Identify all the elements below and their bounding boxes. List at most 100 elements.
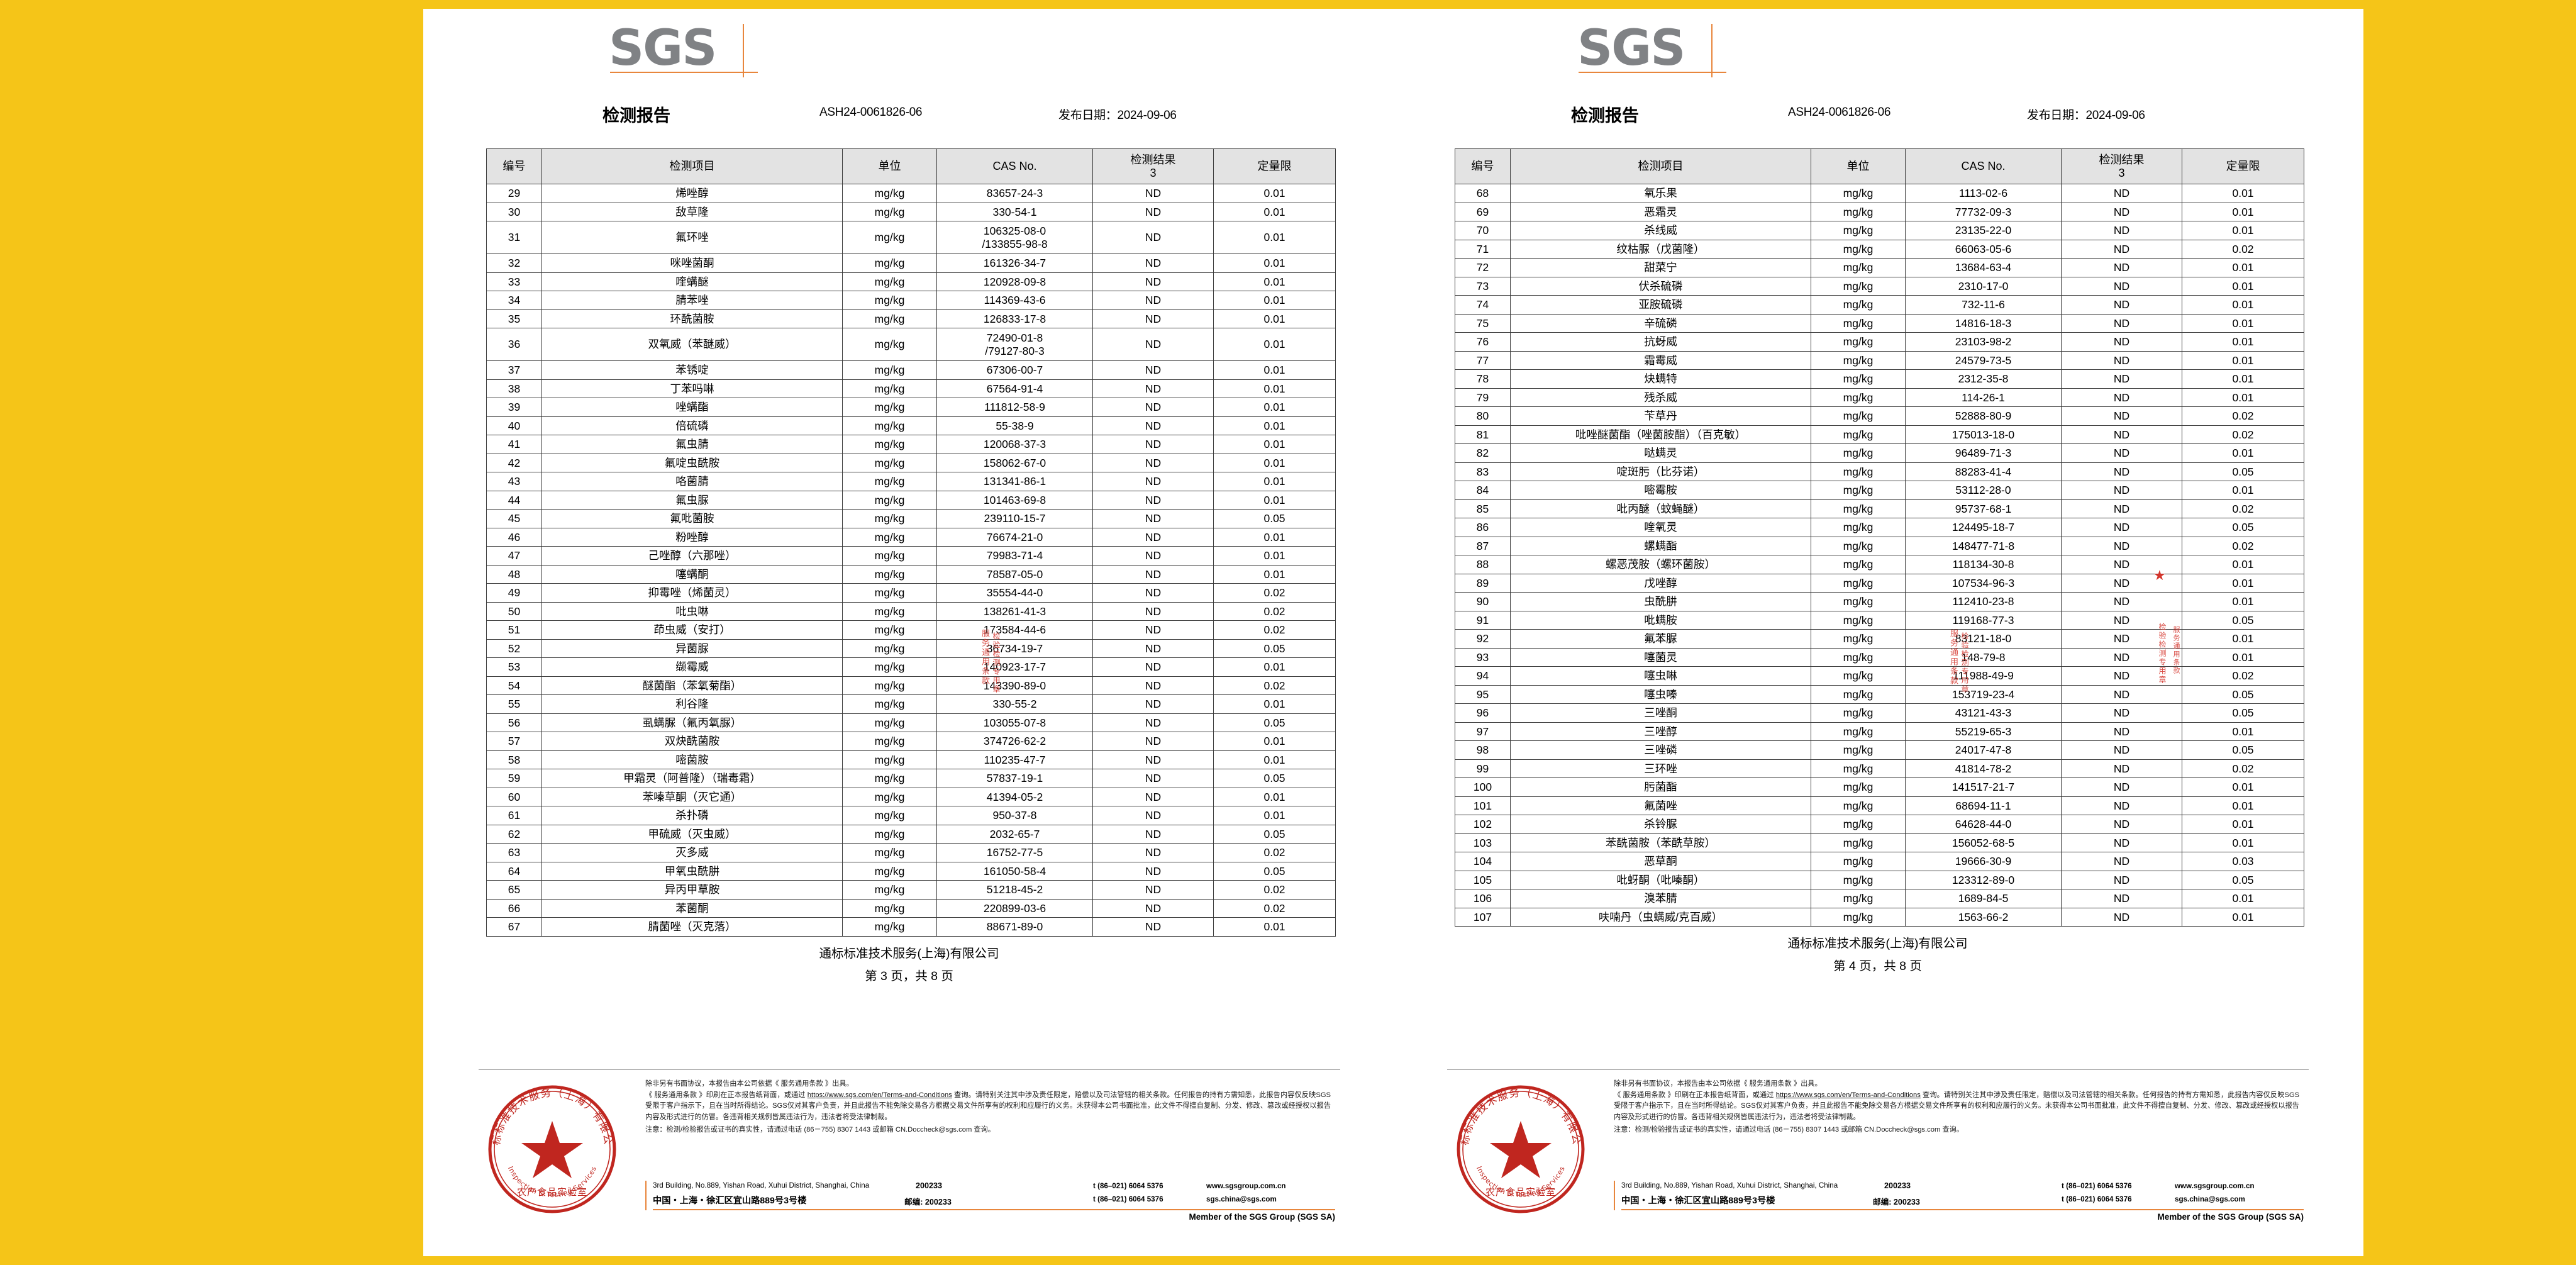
cell-limit: 0.01 [2182,258,2304,277]
cell-limit: 0.01 [1213,360,1336,380]
address-tel-en: t (86–021) 6064 5376 [1093,1182,1163,1190]
cell-item: 三唑酮 [1510,703,1811,723]
cell-limit: 0.01 [2182,796,2304,815]
cell-item: 三环唑 [1510,759,1811,778]
table-row: 31 氟环唑 mg/kg 106325-08-0/133855-98-8 ND 0.01 [486,221,1336,254]
cell-cas: 55-38-9 [936,416,1093,435]
cell-unit: mg/kg [842,787,937,806]
legal-line-2: 《 服务通用条款 》印刷在正本报告纸背面，或通过 https://www.sgs… [645,1090,1331,1123]
table-row: 75 辛硫磷 mg/kg 14816-18-3 ND 0.01 [1455,313,2304,333]
cell-unit: mg/kg [1811,889,1906,908]
cell-item: 恶霜灵 [1510,202,1811,221]
cell-cas: 124495-18-7 [1905,518,2062,537]
table-row: 100 肟菌酯 mg/kg 141517-21-7 ND 0.01 [1455,777,2304,797]
cell-limit: 0.05 [1213,861,1336,881]
cell-limit: 0.01 [1213,527,1336,547]
cell-item: 抗蚜威 [1510,332,1811,352]
cell-result: ND [1092,806,1214,825]
legal-text: 除非另有书面协议，本报告由本公司依据《 服务通用条款 》出具。 《 服务通用条款… [645,1079,1331,1136]
cell-unit: mg/kg [1811,481,1906,500]
cell-result: ND [2061,350,2182,370]
cell-item: 甲霜灵（阿普隆）（瑞毒霜） [541,769,843,788]
cell-limit: 0.01 [1213,379,1336,398]
page-footer-block: 通标标准技术服务(上海)有限公司 第 4 页，共 8 页 [1392,933,2363,974]
cell-item: 螺螨酯 [1510,536,1811,555]
footer-company: 通标标准技术服务(上海)有限公司 [1787,937,1968,950]
cell-unit: mg/kg [842,713,937,732]
cell-unit: mg/kg [842,202,937,221]
table-row: 57 双炔酰菌胺 mg/kg 374726-62-2 ND 0.01 [486,732,1336,751]
cell-cas: 43121-43-3 [1905,703,2062,723]
cell-unit: mg/kg [1811,332,1906,352]
cell-result: ND [2061,387,2182,407]
address-tel-en: t (86–021) 6064 5376 [2062,1182,2132,1190]
address-website[interactable]: www.sgsgroup.com.cn [2175,1182,2255,1190]
cell-no: 79 [1455,387,1511,407]
table-row: 96 三唑酮 mg/kg 43121-43-3 ND 0.05 [1455,703,2304,723]
cell-result: ND [1092,509,1214,528]
watermark-star-icon: ★ [2153,567,2166,583]
table-row: 53 缬霉威 mg/kg 140923-17-7 ND 0.01 [486,657,1336,677]
cell-result: ND [2061,369,2182,389]
cell-limit: 0.01 [1213,453,1336,472]
cell-limit: 0.01 [1213,787,1336,806]
cell-cas: 106325-08-0/133855-98-8 [936,221,1093,254]
cell-limit: 0.02 [2182,499,2304,518]
table-row: 104 恶草酮 mg/kg 19666-30-9 ND 0.03 [1455,852,2304,871]
terms-link[interactable]: https://www.sgs.com/en/Terms-and-Conditi… [807,1091,952,1099]
cell-no: 82 [1455,443,1511,463]
table-body: 68 氧乐果 mg/kg 1113-02-6 ND 0.01 69 恶霜灵 mg/kg 77732… [1455,184,2304,927]
address-email[interactable]: sgs.china@sgs.com [2175,1195,2245,1203]
table-row: 94 噻虫啉 mg/kg 111988-49-9 ND 0.02 [1455,666,2304,686]
cell-limit: 0.03 [2182,852,2304,871]
cell-no: 87 [1455,536,1511,555]
page-title: 检测报告 [602,106,670,126]
terms-link[interactable]: https://www.sgs.com/en/Terms-and-Conditi… [1775,1091,1921,1099]
legal-line-2-b: 查询。请特别关注其中涉及责任限定，赔偿以及司法管辖的相关条款。任何报告的持有方需… [1614,1091,2299,1121]
cell-result: ND [1092,564,1214,584]
cell-no: 63 [486,843,542,862]
cell-unit: mg/kg [1811,852,1906,871]
cell-no: 71 [1455,239,1511,259]
watermark-mid-a: 服务通用条款 [1948,629,1958,686]
table-row: 89 戊唑醇 mg/kg 107534-96-3 ND 0.01 [1455,573,2304,593]
table-row: 33 喹螨醚 mg/kg 120928-09-8 ND 0.01 [486,272,1336,291]
cell-limit: 0.01 [2182,443,2304,463]
cell-no: 40 [486,416,542,435]
address-email[interactable]: sgs.china@sgs.com [1206,1195,1277,1203]
cell-item: 灭多威 [541,843,843,862]
cell-unit: mg/kg [1811,239,1906,259]
table-row: 30 敌草隆 mg/kg 330-54-1 ND 0.01 [486,202,1336,221]
cell-item: 噻菌灵 [1510,647,1811,667]
cell-limit: 0.01 [2182,889,2304,908]
cell-unit: mg/kg [842,769,937,788]
cell-limit: 0.01 [2182,295,2304,315]
cell-unit: mg/kg [1811,499,1906,518]
table-row: 86 喹氧灵 mg/kg 124495-18-7 ND 0.05 [1455,518,2304,537]
cell-item: 粉唑醇 [541,527,843,547]
cell-no: 85 [1455,499,1511,518]
sgs-logo: SGS [1577,23,1741,92]
cell-result: ND [1092,880,1214,900]
cell-item: 异丙甲草胺 [541,880,843,900]
cell-unit: mg/kg [1811,387,1906,407]
cell-item: 三唑磷 [1510,740,1811,760]
address-tel-cn: t (86–021) 6064 5376 [1093,1195,1163,1203]
cell-result: ND [2061,759,2182,778]
cell-item: 氟吡菌胺 [541,509,843,528]
cell-cas: 41814-78-2 [1905,759,2062,778]
cell-cas: 148-79-8 [1905,647,2062,667]
legal-line-1: 除非另有书面协议，本报告由本公司依据《 服务通用条款 》出具。 [645,1080,853,1088]
cell-limit: 0.01 [1213,472,1336,491]
cell-unit: mg/kg [1811,870,1906,889]
address-website[interactable]: www.sgsgroup.com.cn [1206,1182,1286,1190]
cell-result: ND [2061,406,2182,426]
cell-unit: mg/kg [1811,536,1906,555]
page-sheet: SGS 检测报告 ASH24-0061826-06 发布日期：2024-09-0… [423,9,1395,1256]
cell-no: 98 [1455,740,1511,760]
cell-cas: 24579-73-5 [1905,350,2062,370]
sgs-logo-text: SGS [609,20,717,77]
table-row: 44 氟虫脲 mg/kg 101463-69-8 ND 0.01 [486,490,1336,510]
cell-item: 甜菜宁 [1510,258,1811,277]
cell-limit: 0.02 [1213,843,1336,862]
